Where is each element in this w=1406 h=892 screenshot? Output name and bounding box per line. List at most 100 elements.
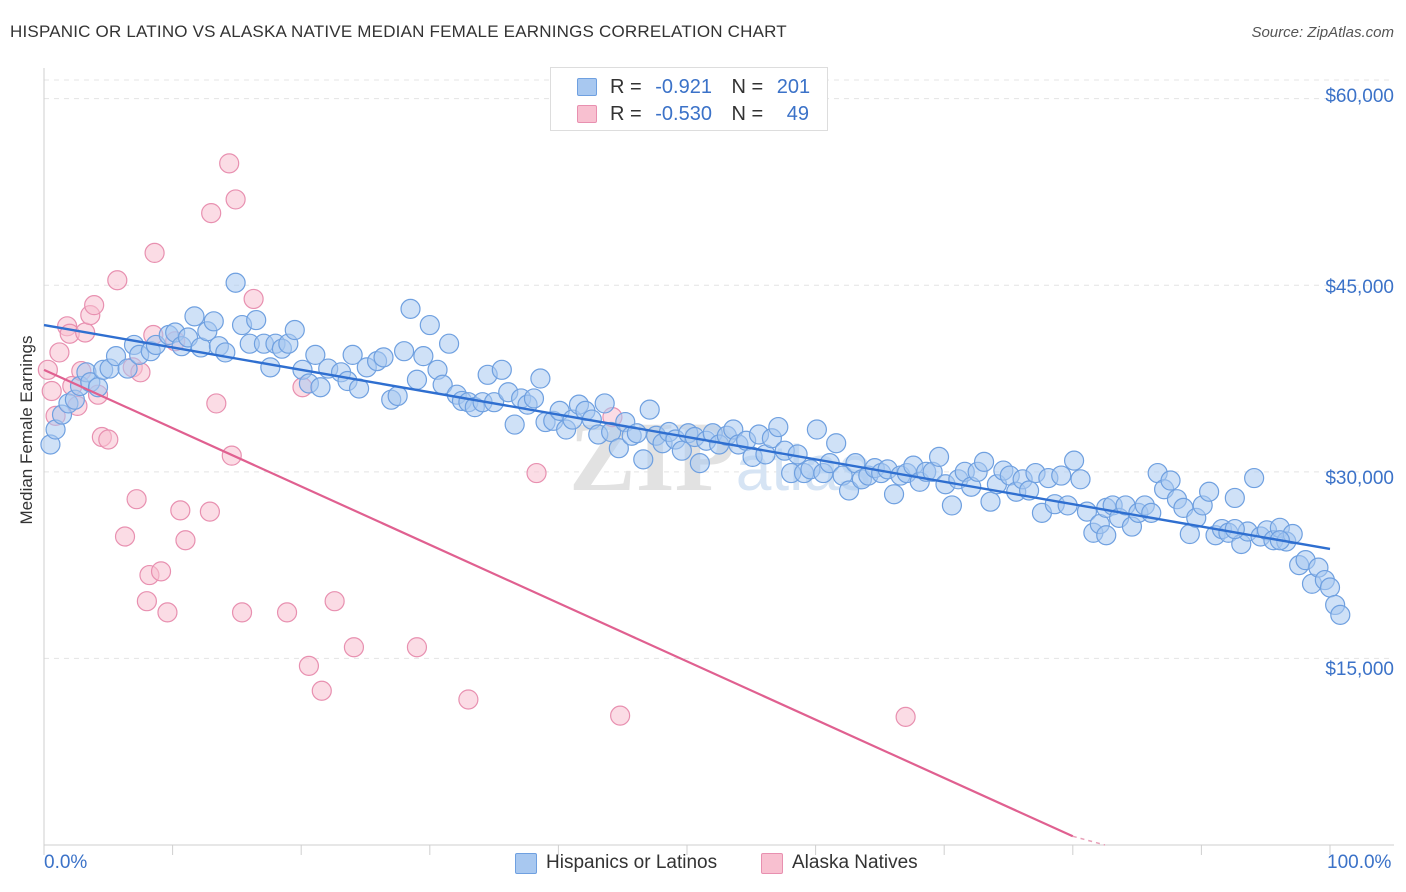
x-tick-0: 0.0%: [44, 852, 88, 873]
data-point: [298, 655, 320, 676]
data-point: [883, 484, 905, 505]
data-point: [260, 357, 281, 378]
data-point: [84, 295, 105, 316]
data-point: [284, 319, 305, 341]
data-point: [105, 346, 127, 367]
y-tick-45000: $45,000: [1325, 277, 1394, 298]
data-point: [689, 453, 710, 474]
data-point: [126, 489, 147, 510]
data-point: [393, 341, 415, 362]
legend-r-label: R =: [610, 76, 642, 98]
data-point: [1224, 518, 1245, 540]
data-point: [206, 393, 227, 414]
data-point: [633, 449, 654, 470]
legend-n-value: 49: [786, 103, 810, 125]
y-tick-30000: $30,000: [1325, 468, 1394, 489]
data-point: [601, 421, 622, 443]
data-point: [1063, 450, 1085, 471]
data-point: [246, 309, 267, 331]
bottom-legend-label: Alaska Natives: [792, 852, 918, 873]
bottom-swatch-blue: [515, 853, 537, 874]
data-point: [491, 359, 512, 380]
stats-legend: R = -0.921 N = 201 R = -0.530 N = 49: [550, 67, 828, 131]
data-point: [199, 501, 220, 522]
data-point: [114, 526, 136, 547]
x-tick-100: 100.0%: [1327, 852, 1392, 873]
data-point: [343, 637, 365, 658]
grid-lines: [44, 79, 1394, 659]
data-point: [175, 530, 196, 551]
data-point: [243, 288, 264, 310]
legend-n-value: 201: [776, 76, 811, 98]
bottom-legend-label: Hispanics or Latinos: [546, 852, 718, 873]
data-point: [150, 561, 172, 582]
data-point: [973, 451, 995, 472]
data-point: [826, 433, 847, 454]
data-point: [201, 202, 222, 224]
data-point: [305, 344, 326, 366]
data-point: [1244, 467, 1265, 489]
data-point: [136, 591, 157, 612]
data-point: [324, 591, 345, 612]
data-point: [504, 414, 525, 435]
data-point: [526, 462, 547, 484]
data-point: [523, 388, 545, 409]
data-point: [225, 272, 246, 293]
data-point: [41, 380, 62, 402]
data-point: [406, 369, 428, 390]
data-point: [276, 602, 298, 623]
data-point: [1051, 465, 1072, 486]
legend-swatch-blue: [577, 78, 597, 96]
data-point: [928, 446, 950, 468]
legend-swatch-pink: [577, 105, 597, 123]
data-point: [1330, 604, 1351, 625]
trend-line-hispanics: [43, 323, 1331, 551]
data-point: [98, 429, 119, 450]
data-point: [144, 242, 165, 264]
data-point: [231, 602, 253, 623]
data-point: [219, 153, 240, 174]
data-point: [980, 491, 1001, 512]
data-point: [387, 385, 408, 407]
data-point: [1199, 481, 1220, 502]
data-point: [203, 311, 224, 332]
data-point: [806, 419, 827, 440]
series-hispanics: [40, 272, 1351, 625]
data-point: [458, 689, 479, 710]
chart-title: HISPANIC OR LATINO VS ALASKA NATIVE MEDI…: [10, 22, 787, 41]
legend-r-value: -0.921: [655, 76, 712, 98]
data-point: [1319, 577, 1341, 598]
trend-line-alaska: [43, 368, 1074, 838]
data-point: [225, 189, 246, 210]
data-point: [530, 368, 551, 389]
trend-extension-alaska: [1072, 835, 1106, 846]
data-point: [639, 399, 660, 420]
data-point: [400, 298, 421, 319]
data-point: [671, 440, 692, 461]
data-point: [838, 480, 860, 501]
data-point: [311, 680, 332, 701]
data-point: [1160, 470, 1181, 491]
data-point: [1224, 487, 1245, 509]
data-point: [895, 706, 916, 727]
legend-r-label: R =: [610, 103, 642, 125]
data-point: [941, 495, 963, 516]
trend-lines: [43, 323, 1331, 846]
source-label: Source: ZipAtlas.com: [1251, 24, 1394, 41]
data-point: [413, 346, 434, 367]
legend-r-value: -0.530: [655, 103, 712, 125]
data-point: [610, 705, 631, 726]
legend-n-label: N =: [731, 103, 764, 125]
data-point: [215, 342, 236, 363]
legend-n-label: N =: [731, 76, 764, 98]
data-point: [310, 377, 331, 398]
data-point: [342, 344, 363, 366]
y-tick-60000: $60,000: [1325, 86, 1394, 107]
data-point: [406, 637, 428, 658]
y-tick-15000: $15,000: [1325, 659, 1394, 680]
data-point: [1070, 469, 1091, 490]
data-point: [768, 416, 789, 438]
axes: [43, 68, 1394, 855]
data-point: [438, 333, 460, 354]
